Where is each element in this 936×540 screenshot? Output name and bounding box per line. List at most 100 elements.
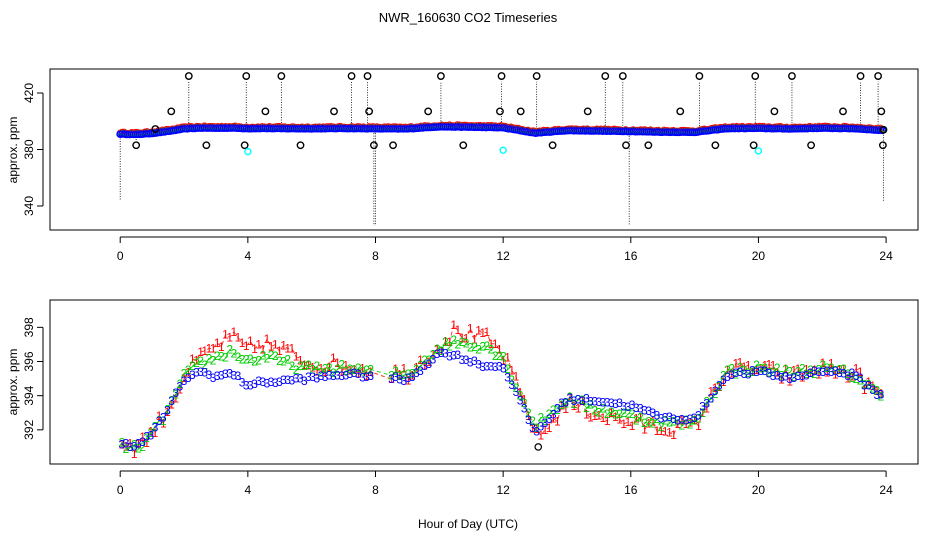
bottom-series-3-point: 3 xyxy=(135,437,142,451)
bottom-series-3-point: 3 xyxy=(177,379,184,393)
bottom-series-3-point: 3 xyxy=(803,369,810,383)
bottom-series-2-point: 2 xyxy=(218,349,225,363)
top-outlier-point xyxy=(879,125,888,134)
bottom-series-2-point: 2 xyxy=(280,355,287,369)
bottom-series-1-point: 1 xyxy=(330,351,337,365)
bottom-series-2-point: 2 xyxy=(359,365,366,379)
bottom-series-3-point: 3 xyxy=(679,413,686,427)
top-outlier-point xyxy=(240,141,249,150)
bottom-series-1-point: 1 xyxy=(463,332,470,346)
bottom-series-3-point: 3 xyxy=(670,412,677,426)
bottom-series-2-point: 2 xyxy=(446,340,453,354)
bottom-series-3-point: 3 xyxy=(280,373,287,387)
bottom-series-1-point: 1 xyxy=(546,421,553,435)
bottom-series-2-point: 2 xyxy=(338,357,345,371)
bottom-series-3-point: 3 xyxy=(596,395,603,409)
bottom-series-1-point: 1 xyxy=(276,344,283,358)
bottom-series-3-point: 3 xyxy=(683,414,690,428)
bottom-series-1-point: 1 xyxy=(147,425,154,439)
bottom-series-3-point: 3 xyxy=(844,369,851,383)
bottom-series-1-point: 1 xyxy=(625,415,632,429)
bottom-series-3-point: 3 xyxy=(637,402,644,416)
bottom-series-3-point: 3 xyxy=(633,401,640,415)
top-outlier-point xyxy=(459,141,468,150)
bottom-series-3-point: 3 xyxy=(363,370,370,384)
bottom-series-2-point: 2 xyxy=(737,361,744,375)
bottom-series-2-point: 2 xyxy=(662,414,669,428)
bottom-series-2-point: 2 xyxy=(334,362,341,376)
bottom-series-2-point: 2 xyxy=(434,342,441,356)
bottom-series-2-point: 2 xyxy=(666,415,673,429)
bottom-series-2-point: 2 xyxy=(351,363,358,377)
bottom-series-1-point: 1 xyxy=(127,436,134,450)
bottom-series-1-point: 1 xyxy=(575,402,582,416)
top-plot-marks xyxy=(116,72,888,226)
bottom-series-1-point: 1 xyxy=(600,411,607,425)
bottom-series-2-point: 2 xyxy=(625,407,632,421)
bottom-series-3-point: 3 xyxy=(554,402,561,416)
bottom-series-2-point: 2 xyxy=(255,353,262,367)
bottom-x-tick-label: 0 xyxy=(117,483,124,497)
top-outlier-point xyxy=(839,107,847,116)
bottom-series-1-point: 1 xyxy=(131,447,138,461)
bottom-series-3-point: 3 xyxy=(206,368,213,382)
bottom-series-2-point: 2 xyxy=(840,362,847,376)
bottom-series-3-point: 3 xyxy=(571,394,578,408)
bottom-series-2-point: 2 xyxy=(849,371,856,385)
bottom-series-3-point: 3 xyxy=(197,365,204,379)
bottom-series-1-point: 1 xyxy=(633,411,640,425)
top-outlier-point xyxy=(167,107,176,116)
bottom-series-1-point: 1 xyxy=(492,337,499,351)
bottom-series-1-point: 1 xyxy=(301,358,308,372)
bottom-series-3-point: 3 xyxy=(450,348,457,362)
bottom-series-1-point: 1 xyxy=(612,410,619,424)
bottom-series-2-point: 2 xyxy=(865,377,872,391)
bottom-series-3-point: 3 xyxy=(641,403,648,417)
bottom-series-1-point: 1 xyxy=(774,365,781,379)
bottom-series-1-point: 1 xyxy=(873,384,880,398)
bottom-series-1-point: 1 xyxy=(732,356,739,370)
bottom-series-3-point: 3 xyxy=(542,416,549,430)
top-outlier-point xyxy=(583,107,592,116)
bottom-series-3-point: 3 xyxy=(301,374,308,388)
bottom-series-2-point: 2 xyxy=(600,401,607,415)
bottom-series-2-point: 2 xyxy=(127,440,134,454)
bottom-series-1-point: 1 xyxy=(513,369,520,383)
bottom-x-tick-label: 24 xyxy=(879,483,893,497)
top-outlier-point xyxy=(202,141,211,150)
bottom-series-2-point: 2 xyxy=(645,415,652,429)
bottom-series-2-point: 2 xyxy=(293,363,300,377)
bottom-series-3-point: 3 xyxy=(849,366,856,380)
bottom-series-2-point: 2 xyxy=(131,438,138,452)
bottom-series-1-point: 1 xyxy=(517,385,524,399)
bottom-series-1-point: 1 xyxy=(255,337,262,351)
bottom-series-3-point: 3 xyxy=(243,378,250,392)
bottom-series-2-point: 2 xyxy=(712,387,719,401)
bottom-y-tick-label: 396 xyxy=(22,351,36,371)
bottom-series-3-point: 3 xyxy=(421,359,428,373)
bottom-series-2-point: 2 xyxy=(571,397,578,411)
bottom-series-2-point: 2 xyxy=(230,347,237,361)
bottom-series-3-point: 3 xyxy=(367,369,374,383)
top-y-axis: 340 380 420 xyxy=(22,83,44,216)
bottom-series-3-point: 3 xyxy=(434,347,441,361)
bottom-series-2-point: 2 xyxy=(641,416,648,430)
bottom-series-2-point: 2 xyxy=(828,361,835,375)
bottom-series-2-point: 2 xyxy=(749,365,756,379)
bottom-series-2-point: 2 xyxy=(492,349,499,363)
bottom-series-3-point: 3 xyxy=(807,366,814,380)
top-outlier-point xyxy=(874,72,883,80)
bottom-series-1-point: 1 xyxy=(853,362,860,376)
bottom-series-1-point: 1 xyxy=(409,368,416,382)
bottom-series-3-point: 3 xyxy=(496,360,503,374)
bottom-series-1-point: 1 xyxy=(662,425,669,439)
top-outlier-point xyxy=(622,141,630,150)
bottom-series-3-point: 3 xyxy=(799,369,806,383)
bottom-series-3-point: 3 xyxy=(168,394,175,408)
bottom-series-3-point: 3 xyxy=(430,352,437,366)
top-outlier-point xyxy=(370,141,378,150)
bottom-series-1-point: 1 xyxy=(728,367,735,381)
bottom-series-2-point: 2 xyxy=(658,420,665,434)
bottom-series-2-point: 2 xyxy=(226,343,233,357)
bottom-series-3-point: 3 xyxy=(268,375,275,389)
